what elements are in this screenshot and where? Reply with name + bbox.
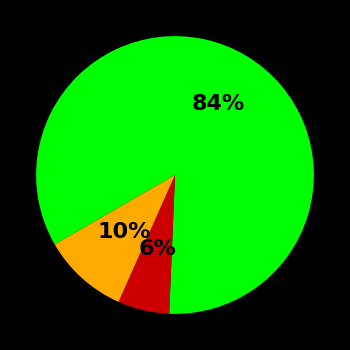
Text: 84%: 84% bbox=[191, 94, 245, 114]
Wedge shape bbox=[36, 36, 314, 314]
Text: 10%: 10% bbox=[97, 222, 150, 242]
Wedge shape bbox=[55, 175, 175, 302]
Wedge shape bbox=[119, 175, 175, 314]
Text: 6%: 6% bbox=[139, 239, 176, 259]
